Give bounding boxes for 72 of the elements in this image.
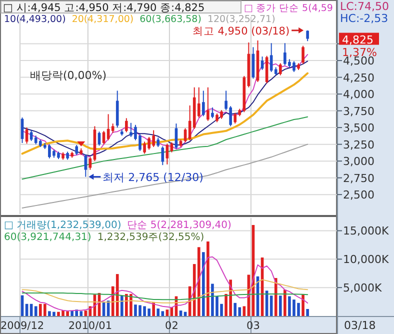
y-tick-label: 2,750 [343,172,374,185]
bar [284,290,286,316]
candlestick [278,62,282,76]
candlestick [98,131,101,146]
text: 120(3,252,71) [207,14,276,25]
bar [84,310,88,316]
annotation: 1,232,539주(32,55%) [97,232,204,243]
annotation: 최고 4,950 (03/18) [192,25,290,38]
bar [206,241,210,316]
bar [116,274,119,316]
bar [274,278,278,316]
text: 20(4,317,00) [72,14,134,25]
line-series [22,144,308,208]
text: 10(4,493,00) [4,14,66,25]
bar [179,310,182,316]
candlestick [234,112,237,124]
text: 4,825 [342,33,374,46]
text: 60(3,921,744,31) [4,232,92,243]
candlestick [170,142,174,153]
text: HC:-2,53 [340,12,388,25]
text: 1,37% [342,46,377,59]
y-tick-label: 3,500 [343,122,374,135]
line-series [22,256,308,312]
x-tick-label: 2009/12 [0,320,44,332]
candlestick [161,146,164,166]
bar [197,247,200,316]
bar [202,252,205,316]
bar [234,302,237,316]
x-tick-label: 03 [246,320,260,332]
x-tick-label: 02 [165,320,178,332]
y-tick-label: 15,000K [343,224,390,238]
bar [278,296,282,316]
candlestick [202,90,205,117]
x-tick-label: 2010/01 [68,320,112,332]
text: 03/18 [344,319,376,332]
bar [270,296,273,316]
text: LC:74,50 [340,0,390,13]
y-tick-label: 3,250 [343,138,374,152]
text: 단순 5(2,281,309,40) [127,220,232,231]
candlestick [125,118,128,133]
y-tick-label: 4,000 [343,88,374,102]
y-tick-label: 3,750 [343,104,374,118]
annotation: 배당락(0,00%) [30,69,107,82]
y-tick-label: 2,500 [343,188,374,202]
candlestick [184,128,187,143]
candlestick [75,144,78,156]
line-series [22,292,308,300]
bar [120,296,124,316]
annotation: 최저 2,765 (12/30) [102,170,204,184]
candlestick [84,154,88,178]
candlestick [88,156,92,170]
bar [242,306,246,316]
text: □ 종가 단순 5(4,59 [244,3,333,14]
candlestick [211,106,214,119]
line-series [22,279,308,304]
y-tick-label: 3,000 [343,155,374,168]
text: 60(3,663,58) [140,14,202,25]
candlestick [206,86,210,122]
y-tick-label: 4,250 [343,71,374,84]
y-tick-label: 5,000K [343,282,382,295]
y-tick-label: 10,000K [343,253,390,266]
candlestick [156,137,160,148]
candlestick [302,45,304,64]
bar [166,310,169,316]
candlestick [270,42,273,72]
bar [34,306,38,316]
annotation: □ 거래량(1,232,539,00) [4,220,122,231]
bar [306,308,309,316]
bar [156,308,160,316]
chart-title: □ 시:4,945 고:4,950 저:4,790 종:4,825 [3,2,205,14]
candlestick [111,123,114,134]
bar [302,294,304,316]
